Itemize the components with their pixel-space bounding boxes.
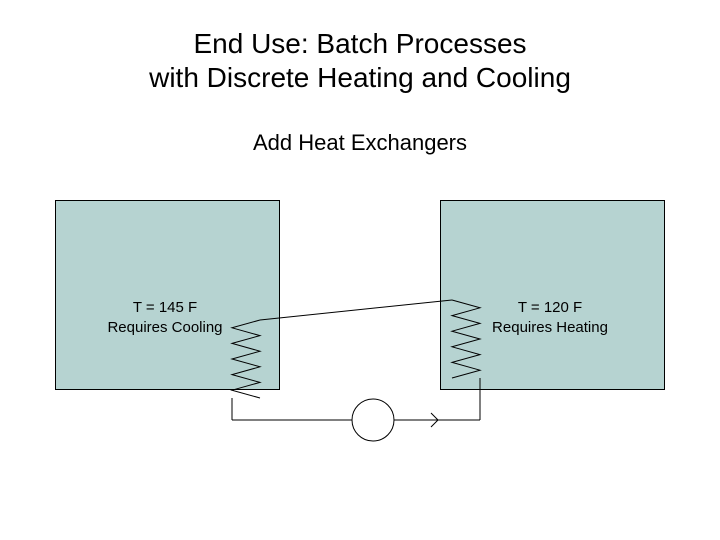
tank-right-req: Requires Heating — [450, 318, 650, 338]
title-line1: End Use: Batch Processes — [0, 28, 720, 60]
subtitle: Add Heat Exchangers — [0, 130, 720, 156]
tank-right-temp: T = 120 F — [450, 298, 650, 318]
tank-right-label: T = 120 F Requires Heating — [450, 298, 650, 337]
tank-left-temp: T = 145 F — [65, 298, 265, 318]
tank-left-label: T = 145 F Requires Cooling — [65, 298, 265, 337]
tank-left-req: Requires Cooling — [65, 318, 265, 338]
tank-right — [440, 200, 665, 390]
title-line2: with Discrete Heating and Cooling — [0, 62, 720, 94]
tank-left — [55, 200, 280, 390]
